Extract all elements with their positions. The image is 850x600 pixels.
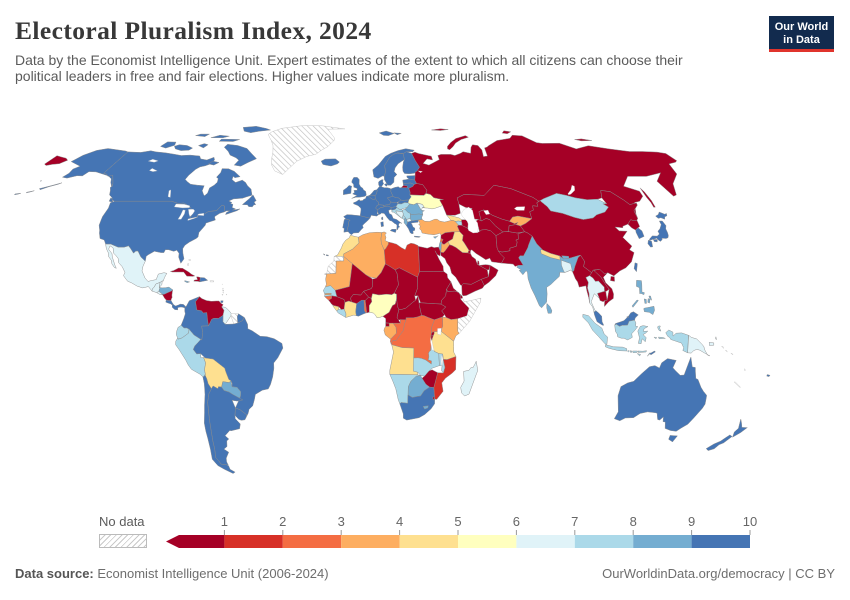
svg-text:10: 10 — [743, 514, 757, 529]
svg-text:7: 7 — [571, 514, 578, 529]
svg-text:2: 2 — [279, 514, 286, 529]
svg-text:3: 3 — [338, 514, 345, 529]
svg-text:6: 6 — [513, 514, 520, 529]
svg-text:9: 9 — [688, 514, 695, 529]
svg-text:1: 1 — [221, 514, 228, 529]
svg-text:8: 8 — [630, 514, 637, 529]
svg-text:4: 4 — [396, 514, 403, 529]
svg-text:5: 5 — [454, 514, 461, 529]
